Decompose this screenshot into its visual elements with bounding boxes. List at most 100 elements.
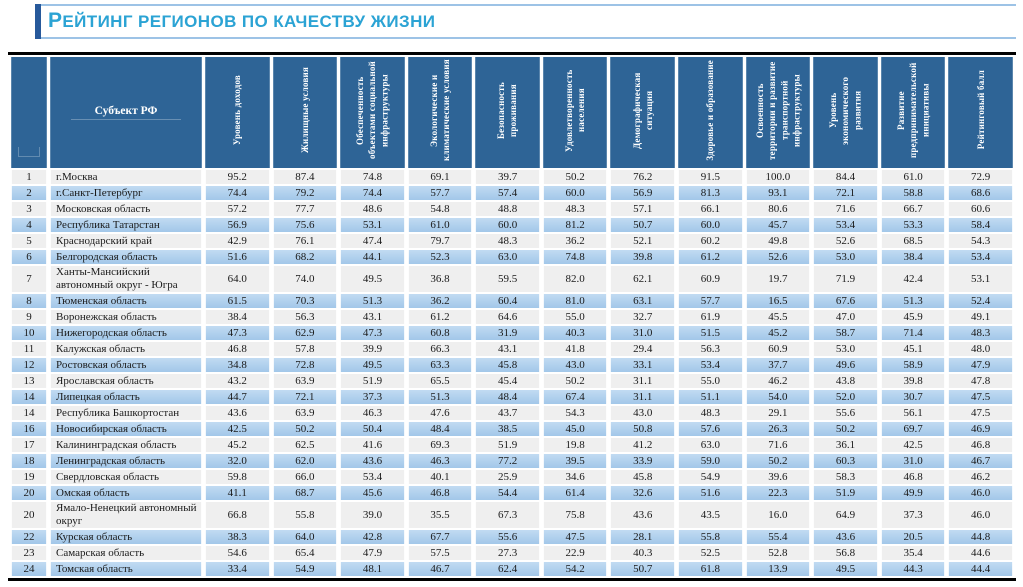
value-cell: 51.5 <box>678 326 743 340</box>
value-cell: 47.3 <box>205 326 270 340</box>
value-cell: 48.3 <box>948 326 1013 340</box>
value-cell: 16.0 <box>745 502 811 528</box>
value-cell: 52.4 <box>948 294 1013 308</box>
value-cell: 44.4 <box>948 562 1013 576</box>
value-cell: 28.1 <box>610 530 676 544</box>
value-cell: 48.6 <box>340 202 405 216</box>
value-cell: 46.8 <box>205 342 270 356</box>
value-cell: 57.5 <box>407 546 473 560</box>
value-cell: 43.7 <box>475 406 540 420</box>
value-cell: 71.4 <box>880 326 946 340</box>
value-cell: 43.1 <box>340 310 405 324</box>
table-row: 22 Курская область 38.3 64.0 42.8 67.7 55.6 47.… <box>11 530 1013 544</box>
rank-cell: 3 <box>11 202 47 216</box>
value-cell: 53.3 <box>880 218 946 232</box>
value-cell: 68.6 <box>948 186 1013 200</box>
region-cell: Тюменская область <box>50 294 202 308</box>
value-cell: 66.8 <box>205 502 270 528</box>
value-cell: 43.6 <box>813 530 878 544</box>
value-cell: 36.1 <box>813 438 878 452</box>
value-cell: 52.8 <box>745 546 811 560</box>
value-cell: 76.2 <box>610 170 676 184</box>
value-cell: 72.1 <box>272 390 338 404</box>
table-row: 17 Калининградская область 45.2 62.5 41.6 69.… <box>11 438 1013 452</box>
value-cell: 93.1 <box>745 186 811 200</box>
value-cell: 95.2 <box>205 170 270 184</box>
value-cell: 53.4 <box>678 358 743 372</box>
value-cell: 54.2 <box>542 562 608 576</box>
value-cell: 19.7 <box>745 266 811 292</box>
value-cell: 74.4 <box>205 186 270 200</box>
value-cell: 45.9 <box>880 310 946 324</box>
value-cell: 54.4 <box>475 486 540 500</box>
column-header-label: Безопасность проживания <box>496 81 519 139</box>
value-cell: 64.0 <box>272 530 338 544</box>
value-cell: 35.4 <box>880 546 946 560</box>
value-cell: 50.4 <box>340 422 405 436</box>
value-cell: 53.4 <box>948 250 1013 264</box>
value-cell: 44.7 <box>205 390 270 404</box>
value-cell: 34.8 <box>205 358 270 372</box>
value-cell: 38.5 <box>475 422 540 436</box>
value-cell: 49.5 <box>340 358 405 372</box>
value-cell: 33.1 <box>610 358 676 372</box>
value-cell: 47.5 <box>948 406 1013 420</box>
rank-cell: 16 <box>11 422 47 436</box>
column-header-label: Освоенность территории и развитие трансп… <box>754 60 802 160</box>
table-row: 9 Воронежская область 38.4 56.3 43.1 61.2 64.6… <box>11 310 1013 324</box>
value-cell: 91.5 <box>678 170 743 184</box>
value-cell: 44.6 <box>948 546 1013 560</box>
value-cell: 53.0 <box>813 250 878 264</box>
value-cell: 56.1 <box>880 406 946 420</box>
value-cell: 46.0 <box>948 502 1013 528</box>
table-row: 16 Новосибирская область 42.5 50.2 50.4 48.4 3… <box>11 422 1013 436</box>
value-cell: 47.6 <box>407 406 473 420</box>
value-cell: 54.8 <box>407 202 473 216</box>
value-cell: 42.5 <box>880 438 946 452</box>
region-cell: Курская область <box>50 530 202 544</box>
rank-cell: 19 <box>11 470 47 484</box>
corner-bracket <box>18 146 40 157</box>
value-cell: 74.4 <box>340 186 405 200</box>
value-cell: 87.4 <box>272 170 338 184</box>
column-header: Освоенность территории и развитие трансп… <box>745 57 811 168</box>
value-cell: 48.1 <box>340 562 405 576</box>
value-cell: 40.3 <box>542 326 608 340</box>
value-cell: 44.1 <box>340 250 405 264</box>
value-cell: 61.5 <box>205 294 270 308</box>
value-cell: 39.7 <box>475 170 540 184</box>
value-cell: 68.2 <box>272 250 338 264</box>
table-row: 6 Белгородская область 51.6 68.2 44.1 52.3 63.… <box>11 250 1013 264</box>
region-cell: Омская область <box>50 486 202 500</box>
value-cell: 60.4 <box>475 294 540 308</box>
rank-cell: 7 <box>11 266 47 292</box>
value-cell: 46.9 <box>948 422 1013 436</box>
region-column-header: Субъект РФ <box>50 57 202 168</box>
table-row: 20 Ямало-Ненецкий автономный округ 66.8 55.… <box>11 502 1013 528</box>
region-cell: Новосибирская область <box>50 422 202 436</box>
value-cell: 52.3 <box>407 250 473 264</box>
value-cell: 75.6 <box>272 218 338 232</box>
table-row: 19 Свердловская область 59.8 66.0 53.4 40.1 25… <box>11 470 1013 484</box>
value-cell: 62.4 <box>475 562 540 576</box>
value-cell: 46.8 <box>948 438 1013 452</box>
value-cell: 48.4 <box>407 422 473 436</box>
table-row: 4 Республика Татарстан 56.9 75.6 53.1 61.0 60.… <box>11 218 1013 232</box>
value-cell: 47.8 <box>948 374 1013 388</box>
value-cell: 49.6 <box>813 358 878 372</box>
value-cell: 44.3 <box>880 562 946 576</box>
table-row: 3 Московская область 57.2 77.7 48.6 54.8 48.8 4… <box>11 202 1013 216</box>
value-cell: 61.9 <box>678 310 743 324</box>
value-cell: 54.9 <box>678 470 743 484</box>
rank-cell: 1 <box>11 170 47 184</box>
rank-cell: 23 <box>11 546 47 560</box>
value-cell: 58.9 <box>880 358 946 372</box>
value-cell: 66.3 <box>407 342 473 356</box>
value-cell: 50.8 <box>610 422 676 436</box>
value-cell: 62.5 <box>272 438 338 452</box>
value-cell: 56.8 <box>813 546 878 560</box>
value-cell: 36.2 <box>542 234 608 248</box>
value-cell: 70.3 <box>272 294 338 308</box>
value-cell: 71.6 <box>745 438 811 452</box>
region-cell: Краснодарский край <box>50 234 202 248</box>
